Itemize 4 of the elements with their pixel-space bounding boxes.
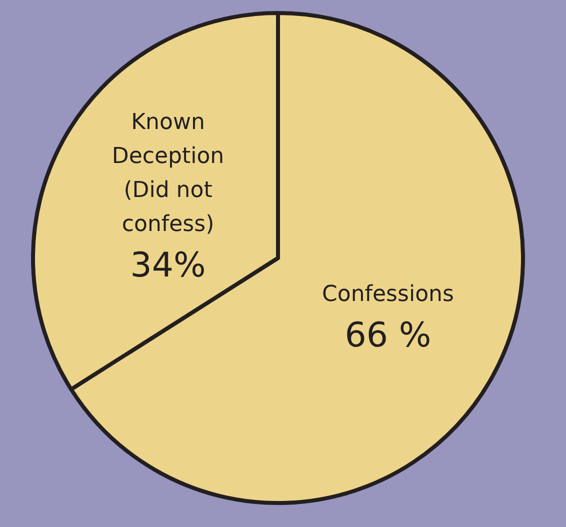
data-label: 66 % <box>344 315 432 356</box>
data-label: 34% <box>130 246 206 286</box>
slice-label: Confessions <box>322 282 454 307</box>
slice-label: Known Deception (Did not confess) <box>112 110 224 238</box>
